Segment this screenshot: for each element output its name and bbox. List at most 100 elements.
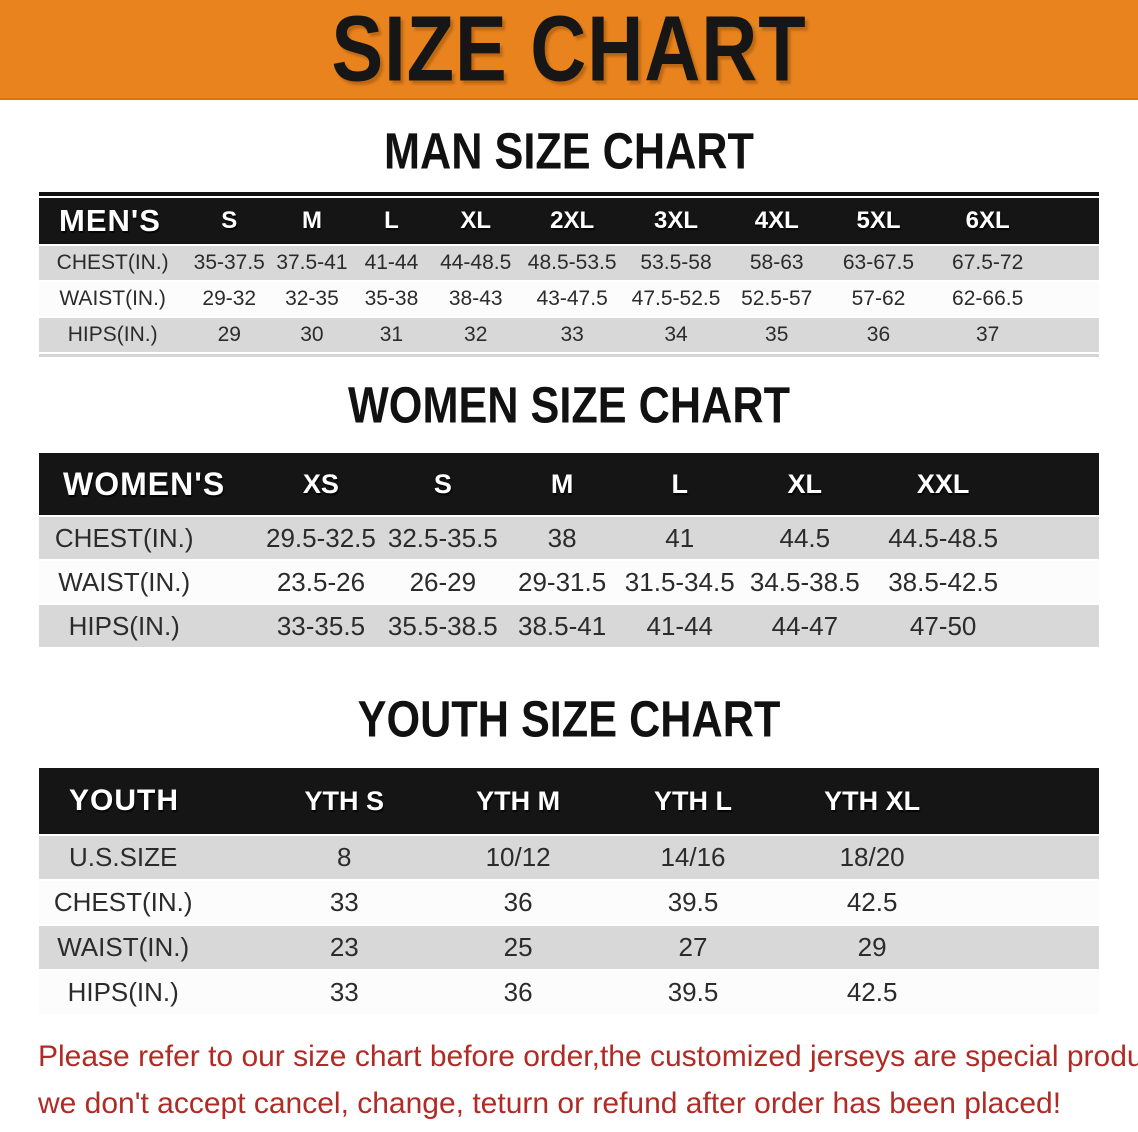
size-value-cell: 29-32 — [202, 287, 257, 310]
size-value-cell: 29 — [857, 932, 887, 962]
size-value-cell: 42.5 — [846, 977, 898, 1007]
size-value-cell: 35-37.5 — [193, 251, 265, 274]
size-value-cell: 32.5-35.5 — [387, 522, 498, 553]
size-value-cell: 38.5-41 — [517, 610, 607, 641]
mens-table-top-rule — [39, 192, 1099, 196]
size-value-cell: 23.5-26 — [276, 566, 366, 597]
measurement-row-label: WAIST(IN.) — [58, 566, 191, 597]
measurement-row-label: U.S.SIZE — [69, 842, 178, 872]
table-row: HIPS(IN.) 33 36 39.5 42.5 — [39, 971, 1099, 1014]
disclaimer-line-1: Please refer to our size chart before or… — [38, 1040, 1138, 1073]
size-value-cell: 44.5-48.5 — [888, 522, 999, 553]
size-value-cell: 18/20 — [839, 842, 905, 872]
header-spacer-cell — [1044, 198, 1099, 244]
header-spacer-cell — [963, 768, 1099, 834]
banner: SIZE CHART — [0, 0, 1138, 100]
womens-size-table: WOMEN'S XS S M L XL XXL CHEST(IN.) 29.5-32.5 32.5… — [39, 451, 1099, 649]
row-spacer-cell — [963, 836, 1099, 879]
row-spacer-cell — [963, 926, 1099, 969]
size-value-cell: 35 — [765, 323, 789, 346]
size-column-header: XXL — [916, 468, 970, 499]
size-value-cell: 36 — [503, 887, 533, 917]
size-value-cell: 37.5-41 — [276, 251, 348, 274]
size-value-cell: 35.5-38.5 — [387, 610, 498, 641]
size-value-cell: 36 — [866, 323, 891, 346]
size-column-header: 4XL — [754, 207, 799, 234]
size-column-header: 3XL — [654, 207, 699, 234]
size-value-cell: 29-31.5 — [517, 566, 607, 597]
size-value-cell: 10/12 — [485, 842, 551, 872]
row-spacer-cell — [1044, 318, 1099, 352]
size-column-header: M — [550, 468, 574, 499]
table-corner-label: YOUTH — [69, 784, 179, 817]
size-value-cell: 34.5-38.5 — [749, 566, 860, 597]
row-spacer-cell — [1044, 246, 1099, 280]
size-value-cell: 33 — [329, 887, 359, 917]
table-corner-label: WOMEN'S — [63, 465, 226, 502]
size-value-cell: 33 — [329, 977, 359, 1007]
row-spacer-cell — [1015, 517, 1099, 559]
size-column-header: YTH M — [476, 785, 561, 816]
table-row: HIPS(IN.) 29 30 31 32 33 34 35 36 37 — [39, 318, 1099, 352]
size-value-cell: 30 — [300, 323, 324, 346]
table-row: HIPS(IN.) 33-35.5 35.5-38.5 38.5-41 41-44 44-… — [39, 605, 1099, 647]
women-section: WOMEN SIZE CHART WOMEN'S XS S M L XL XXL CHEST(… — [0, 376, 1138, 649]
women-size-chart-heading: WOMEN SIZE CHART — [347, 376, 790, 434]
size-value-cell: 33-35.5 — [276, 610, 366, 641]
header-spacer-cell — [1015, 453, 1099, 515]
size-value-cell: 29 — [217, 323, 241, 346]
mens-table-bottom-rule — [39, 354, 1099, 357]
men-section: MAN SIZE CHART MEN'S S M L XL 2XL 3XL 4XL 5XL 6XL… — [0, 122, 1138, 357]
table-row: WAIST(IN.) 23.5-26 26-29 29-31.5 31.5-34.5 34… — [39, 561, 1099, 603]
man-size-chart-heading: MAN SIZE CHART — [384, 122, 754, 180]
size-value-cell: 67.5-72 — [952, 251, 1024, 274]
size-value-cell: 44.5 — [779, 522, 831, 553]
size-value-cell: 62-66.5 — [952, 287, 1024, 310]
size-column-header: YTH L — [653, 785, 732, 816]
table-header-row: MEN'S S M L XL 2XL 3XL 4XL 5XL 6XL — [39, 198, 1099, 244]
size-column-header: S — [433, 468, 452, 499]
size-value-cell: 31 — [379, 323, 404, 346]
size-value-cell: 35-38 — [364, 287, 419, 310]
table-header-row: WOMEN'S XS S M L XL XXL — [39, 453, 1099, 515]
row-spacer-cell — [1015, 561, 1099, 603]
size-value-cell: 44-48.5 — [440, 251, 512, 274]
size-value-cell: 48.5-53.5 — [527, 251, 617, 274]
size-value-cell: 25 — [503, 932, 533, 962]
size-value-cell: 23 — [329, 932, 359, 962]
banner-title: SIZE CHART — [331, 0, 807, 101]
size-column-header: 5XL — [856, 207, 901, 234]
size-value-cell: 57-62 — [851, 287, 906, 310]
size-value-cell: 39.5 — [667, 977, 719, 1007]
size-value-cell: 32-35 — [285, 287, 339, 310]
size-value-cell: 47.5-52.5 — [631, 287, 721, 310]
size-column-header: YTH XL — [824, 785, 921, 816]
size-value-cell: 43-47.5 — [536, 287, 608, 310]
size-column-header: 2XL — [550, 207, 595, 234]
size-column-header: L — [671, 468, 688, 499]
size-value-cell: 42.5 — [846, 887, 898, 917]
row-spacer-cell — [1015, 605, 1099, 647]
measurement-row-label: CHEST(IN.) — [56, 251, 169, 274]
disclaimer-line-2: we don't accept cancel, change, teturn o… — [38, 1087, 1062, 1120]
row-spacer-cell — [963, 971, 1099, 1014]
table-row: CHEST(IN.) 29.5-32.5 32.5-35.5 38 41 44.5 44.5… — [39, 517, 1099, 559]
size-column-header: XS — [302, 468, 339, 499]
size-value-cell: 58-63 — [749, 251, 804, 274]
table-row: CHEST(IN.) 33 36 39.5 42.5 — [39, 881, 1099, 924]
youth-size-table: YOUTH YTH S YTH M YTH L YTH XL U.S.SIZE 8 10/12… — [39, 766, 1099, 1016]
size-value-cell: 39.5 — [667, 887, 719, 917]
measurement-row-label: HIPS(IN.) — [67, 977, 179, 1007]
table-header-row: YOUTH YTH S YTH M YTH L YTH XL — [39, 768, 1099, 834]
size-value-cell: 38.5-42.5 — [888, 566, 999, 597]
row-spacer-cell — [1044, 282, 1099, 316]
size-value-cell: 36 — [503, 977, 533, 1007]
size-column-header: XL — [460, 207, 492, 234]
table-row: WAIST(IN.) 23 25 27 29 — [39, 926, 1099, 969]
size-column-header: XL — [787, 468, 823, 499]
table-row: CHEST(IN.) 35-37.5 37.5-41 41-44 44-48.5 48.5… — [39, 246, 1099, 280]
size-value-cell: 31.5-34.5 — [624, 566, 735, 597]
size-column-header: L — [384, 207, 399, 234]
measurement-row-label: HIPS(IN.) — [68, 610, 180, 641]
